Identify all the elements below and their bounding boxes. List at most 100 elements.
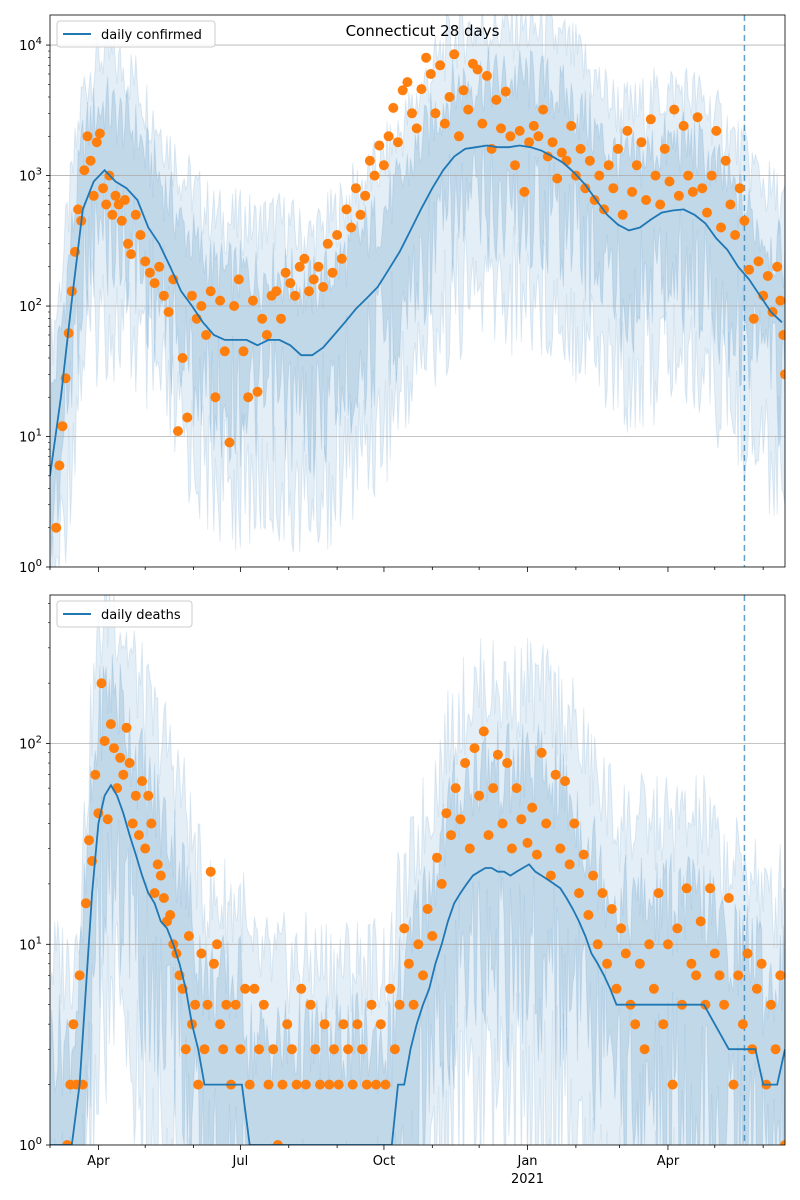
data-point (578, 849, 589, 860)
data-point (247, 295, 258, 306)
data-point (286, 1044, 297, 1055)
data-point (455, 814, 466, 825)
data-point (219, 346, 230, 357)
data-point (144, 267, 155, 278)
data-point (403, 958, 414, 969)
data-point (418, 970, 428, 981)
data-point (123, 238, 133, 249)
data-point (672, 923, 683, 934)
data-point (116, 215, 127, 226)
data-point (294, 261, 305, 272)
data-point (57, 421, 68, 432)
x-tick-label: Apr (87, 1154, 110, 1169)
data-point (276, 313, 286, 324)
data-point (375, 1019, 386, 1030)
data-point (514, 125, 525, 136)
data-point (66, 286, 77, 297)
data-point (346, 222, 357, 233)
data-point (687, 186, 698, 197)
data-point (658, 1019, 669, 1030)
data-point (636, 137, 647, 148)
data-point (271, 286, 282, 297)
data-point (165, 910, 176, 920)
data-point (290, 290, 300, 301)
data-point (453, 131, 464, 142)
data-point (252, 386, 263, 397)
data-point (500, 86, 511, 97)
data-point (397, 85, 408, 96)
data-point (310, 1044, 321, 1055)
y-tick-label: 101 (19, 935, 42, 953)
data-point (566, 120, 577, 131)
data-point (82, 131, 93, 142)
data-point (54, 460, 65, 471)
data-point (584, 155, 595, 166)
data-point (352, 1019, 363, 1030)
axes-frame (49, 594, 786, 1146)
data-point (673, 190, 684, 201)
data-point (733, 970, 744, 981)
data-point (371, 1079, 382, 1090)
data-point (336, 253, 347, 264)
data-point (224, 437, 235, 448)
data-point (524, 137, 535, 148)
data-point (154, 261, 165, 272)
data-point (282, 1019, 293, 1030)
data-point (681, 883, 692, 894)
legend-box (56, 600, 193, 628)
data-point (469, 743, 480, 754)
data-point (714, 970, 725, 981)
data-point (613, 143, 623, 154)
data-point (775, 295, 785, 306)
data-point (230, 999, 241, 1010)
data-point (522, 837, 533, 848)
data-point (296, 983, 307, 994)
data-point (90, 769, 101, 780)
data-point (99, 736, 110, 746)
data-point (360, 190, 371, 201)
data-point (140, 256, 151, 267)
data-point (366, 999, 377, 1010)
data-point (664, 176, 675, 187)
data-point (502, 758, 513, 768)
data-point (305, 999, 316, 1010)
outer-band (50, 15, 785, 567)
data-point (723, 893, 734, 903)
data-point (196, 301, 207, 311)
axes-frame (49, 14, 786, 568)
data-point (180, 1044, 191, 1055)
data-point (772, 261, 783, 272)
data-point (249, 983, 260, 994)
data-point (272, 1140, 283, 1145)
data-point (762, 271, 773, 281)
data-point (463, 104, 474, 115)
data-point (183, 931, 194, 941)
data-point (318, 282, 329, 292)
data-point (140, 843, 151, 854)
data-point (720, 155, 731, 166)
data-point (778, 330, 785, 340)
data-point (528, 120, 539, 131)
data-point (519, 186, 530, 197)
data-point (756, 958, 767, 969)
data-point (374, 140, 385, 151)
data-point (277, 1079, 288, 1090)
data-point (163, 307, 174, 317)
data-point (497, 818, 508, 829)
data-point (268, 1044, 279, 1055)
data-point (322, 238, 333, 249)
data-point (510, 160, 520, 171)
deaths-panel: 100 101 102 Apr Jul Oct Jan Apr 2021 daily deaths (19, 594, 786, 1187)
data-point (766, 999, 776, 1010)
data-point (315, 1079, 325, 1090)
chart-title: Connecticut 28 days (346, 22, 500, 40)
confirmed-panel: 100 101 102 103 104 Connecticut 28 days daily … (19, 14, 786, 576)
data-point (304, 286, 314, 297)
data-point (130, 209, 141, 220)
data-point (254, 1044, 265, 1055)
data-point (678, 120, 689, 131)
data-point (545, 870, 556, 881)
data-point (575, 143, 586, 154)
data-point (212, 939, 222, 950)
